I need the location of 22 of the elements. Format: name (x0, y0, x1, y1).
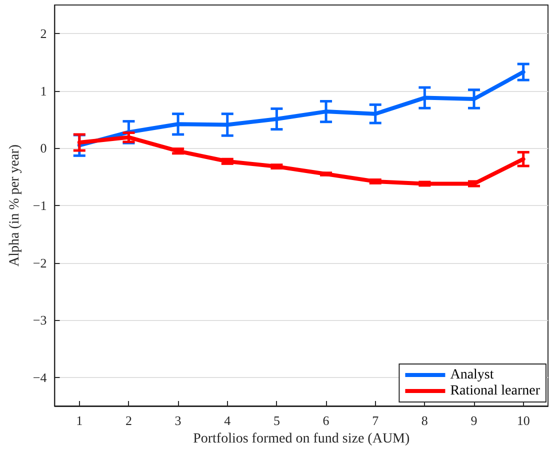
x-tick-label: 9 (470, 413, 478, 428)
x-tick-label: 5 (273, 413, 280, 428)
x-axis-title: Portfolios formed on fund size (AUM) (193, 431, 410, 446)
x-tick-label: 10 (516, 413, 530, 428)
legend-label: Rational learner (450, 384, 540, 398)
x-tick-label: 3 (174, 413, 182, 428)
x-tick-label: 8 (421, 413, 428, 428)
x-tick-label: 4 (224, 413, 232, 428)
x-tick-label: 7 (372, 413, 380, 428)
y-tick-label: −1 (32, 198, 47, 213)
y-tick-label: 2 (40, 26, 47, 42)
x-tick-label: 6 (322, 413, 330, 428)
y-axis-title: Alpha (in % per year) (8, 144, 22, 267)
y-tick-label: −4 (32, 370, 48, 385)
legend-label: Analyst (450, 368, 494, 382)
y-tick-label: 1 (40, 83, 47, 98)
x-tick-label: 2 (125, 413, 132, 428)
x-tick-label: 1 (76, 413, 83, 428)
line-series (77, 135, 526, 186)
y-tick-label: −2 (32, 255, 47, 270)
y-tick-label: −3 (32, 312, 47, 328)
y-tick-label: 0 (40, 140, 47, 156)
